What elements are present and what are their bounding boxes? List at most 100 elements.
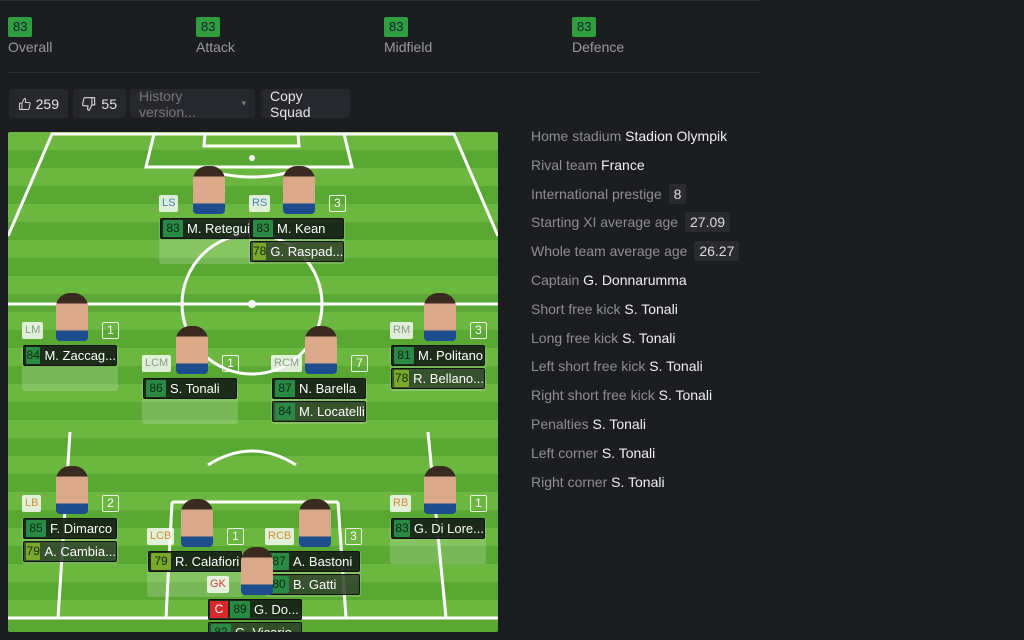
info-row: Penalties S. Tonali xyxy=(531,416,646,432)
info-value: S. Tonali xyxy=(601,444,656,461)
info-label: Right short free kick xyxy=(531,387,659,404)
info-row: Rival team France xyxy=(531,157,645,173)
position-badge: LCB xyxy=(147,528,175,545)
player-card[interactable]: 85 F. Dimarco xyxy=(23,518,117,539)
rating-value: 83 xyxy=(8,17,33,37)
player-photo[interactable] xyxy=(283,166,315,214)
player-photo[interactable] xyxy=(193,166,225,214)
player-rating: 89 xyxy=(230,601,250,618)
info-value: S. Tonali xyxy=(624,300,678,317)
position-badge: RCB xyxy=(265,528,295,545)
player-photo[interactable] xyxy=(305,326,337,374)
player-card[interactable]: 84 M. Zaccag... xyxy=(23,345,117,366)
player-card[interactable]: 83 G. Di Lore... xyxy=(391,518,485,539)
player-rating: 84 xyxy=(275,403,295,420)
position-badge: RCM xyxy=(271,355,303,372)
rating-value: 83 xyxy=(572,17,597,37)
player-photo[interactable] xyxy=(56,466,88,514)
player-name: M. Retegui xyxy=(187,221,250,236)
player-rating: 83 xyxy=(394,520,410,537)
info-row: Starting XI average age 27.09 xyxy=(531,212,731,233)
player-card[interactable]: C 89 G. Do... xyxy=(208,599,302,620)
copy-squad-button[interactable]: Copy Squad xyxy=(261,88,350,120)
player-photo[interactable] xyxy=(299,499,331,547)
player-card[interactable]: 87 A. Bastoni xyxy=(266,551,360,572)
player-name: F. Dimarco xyxy=(50,521,113,536)
rating-value: 83 xyxy=(196,17,221,37)
player-name: B. Gatti xyxy=(293,577,337,592)
player-photo[interactable] xyxy=(181,499,213,547)
info-row: Right short free kick S. Tonali xyxy=(531,387,712,403)
info-value: S. Tonali xyxy=(622,329,676,346)
player-card[interactable]: 83 M. Retegui xyxy=(160,218,254,239)
player-name: G. Raspad... xyxy=(270,244,344,259)
info-value: S. Tonali xyxy=(649,358,703,375)
player-card[interactable]: 87 N. Barella xyxy=(272,378,366,399)
substitute-card[interactable]: 78 G. Raspad... xyxy=(250,241,344,262)
info-row: Left short free kick S. Tonali xyxy=(531,358,703,374)
rating-value: 83 xyxy=(384,17,409,37)
info-value: S. Tonali xyxy=(658,387,713,404)
info-row: Whole team average age 26.27 xyxy=(531,241,740,262)
player-name: R. Bellano... xyxy=(413,371,484,386)
count-badge: 2 xyxy=(102,495,119,512)
player-name: A. Bastoni xyxy=(293,554,353,569)
history-version-select[interactable]: History version... ▾ xyxy=(130,87,255,120)
substitute-card[interactable]: 79 A. Cambia... xyxy=(23,541,117,562)
rating-defence: 83 Defence xyxy=(572,17,624,55)
player-card[interactable]: 86 S. Tonali xyxy=(143,378,237,399)
player-rating: 82 xyxy=(211,624,231,632)
info-label: Captain xyxy=(531,272,584,288)
player-card[interactable]: 83 M. Kean xyxy=(250,218,344,239)
history-placeholder: History version... xyxy=(139,87,196,120)
info-label: Rival team xyxy=(531,156,602,173)
player-name: R. Calafiori xyxy=(175,554,240,569)
info-label: Home stadium xyxy=(531,128,626,144)
substitute-card[interactable]: 84 M. Locatelli xyxy=(272,401,366,422)
player-name: M. Locatelli xyxy=(299,404,365,419)
info-label: Short free kick xyxy=(531,300,625,317)
substitute-card[interactable]: 78 R. Bellano... xyxy=(391,368,485,389)
player-card[interactable]: 79 R. Calafiori xyxy=(148,551,242,572)
rating-label: Defence xyxy=(572,39,625,55)
rating-label: Midfield xyxy=(384,39,433,55)
chevron-down-icon: ▾ xyxy=(241,98,246,108)
rating-overall: 83 Overall xyxy=(8,17,52,55)
info-row: Left corner S. Tonali xyxy=(531,445,655,461)
info-value: France xyxy=(601,156,645,173)
position-badge: RM xyxy=(390,322,414,339)
like-button[interactable]: 259 xyxy=(9,89,68,118)
player-rating: 85 xyxy=(26,520,46,537)
info-value: 8 xyxy=(668,183,687,204)
info-value: S. Tonali xyxy=(592,416,646,432)
thumbs-up-icon xyxy=(19,97,31,110)
position-badge: LCM xyxy=(142,355,172,372)
position-badge: LB xyxy=(22,495,42,512)
like-count: 259 xyxy=(35,95,59,112)
player-photo[interactable] xyxy=(424,293,456,341)
player-rating: 78 xyxy=(253,243,267,260)
count-badge: 7 xyxy=(351,355,368,372)
thumbs-down-icon xyxy=(82,96,96,111)
player-name: M. Zaccag... xyxy=(44,348,116,363)
count-badge: 1 xyxy=(227,528,244,545)
player-name: M. Kean xyxy=(277,221,326,236)
player-rating: 84 xyxy=(26,347,41,364)
player-photo[interactable] xyxy=(176,326,208,374)
player-rating: 87 xyxy=(275,380,295,397)
dislike-button[interactable]: 55 xyxy=(73,89,126,118)
info-row: Short free kick S. Tonali xyxy=(531,301,678,317)
player-rating: 83 xyxy=(253,220,273,237)
captain-badge: C xyxy=(210,601,228,618)
info-label: Starting XI average age xyxy=(531,214,682,231)
player-card[interactable]: 81 M. Politano xyxy=(391,345,485,366)
player-photo[interactable] xyxy=(424,466,456,514)
player-photo[interactable] xyxy=(241,547,273,595)
substitute-card[interactable]: 82 G. Vicario xyxy=(208,622,302,632)
dislike-count: 55 xyxy=(101,95,117,112)
substitute-card[interactable]: 80 B. Gatti xyxy=(266,574,360,595)
player-photo[interactable] xyxy=(56,293,88,341)
count-badge: 3 xyxy=(470,322,487,339)
info-value: S. Tonali xyxy=(611,473,665,490)
count-badge: 3 xyxy=(329,195,346,212)
